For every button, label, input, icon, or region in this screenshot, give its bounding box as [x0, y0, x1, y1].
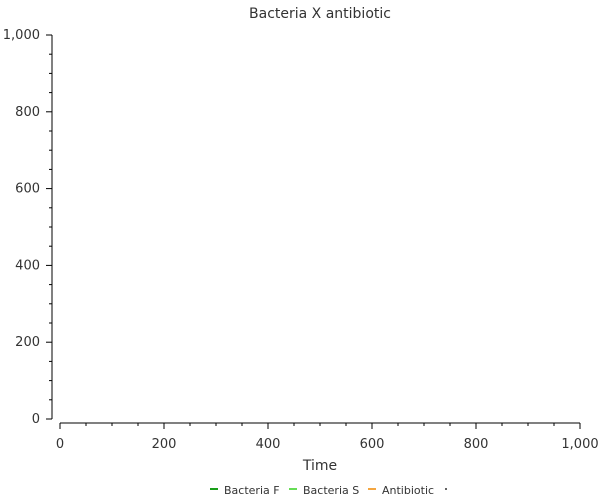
legend-label-2: Antibiotic: [382, 484, 434, 497]
x-axis: 0 200 400 600 800 1,000: [56, 422, 599, 452]
x-tick-label: 1,000: [561, 437, 598, 452]
chart-title: Bacteria X antibiotic: [249, 6, 391, 22]
x-tick-label: 600: [360, 437, 385, 452]
x-axis-label: Time: [302, 458, 337, 474]
y-tick-label: 200: [15, 335, 40, 350]
x-tick-label: 400: [256, 437, 281, 452]
y-tick-label: 600: [15, 182, 40, 197]
y-tick-label: 1,000: [3, 28, 40, 43]
y-tick-label: 0: [32, 412, 40, 427]
x-tick-label: 800: [464, 437, 489, 452]
legend: Bacteria F Bacteria S Antibiotic: [210, 484, 447, 497]
x-tick-label: 0: [56, 437, 64, 452]
x-tick-label: 200: [152, 437, 177, 452]
legend-label-0: Bacteria F: [224, 484, 280, 497]
legend-dot-icon: [445, 488, 447, 490]
legend-label-1: Bacteria S: [303, 484, 359, 497]
y-tick-label: 400: [15, 258, 40, 273]
y-tick-label: 800: [15, 105, 40, 120]
y-axis: 0 200 400 600 800 1,000: [3, 28, 53, 427]
